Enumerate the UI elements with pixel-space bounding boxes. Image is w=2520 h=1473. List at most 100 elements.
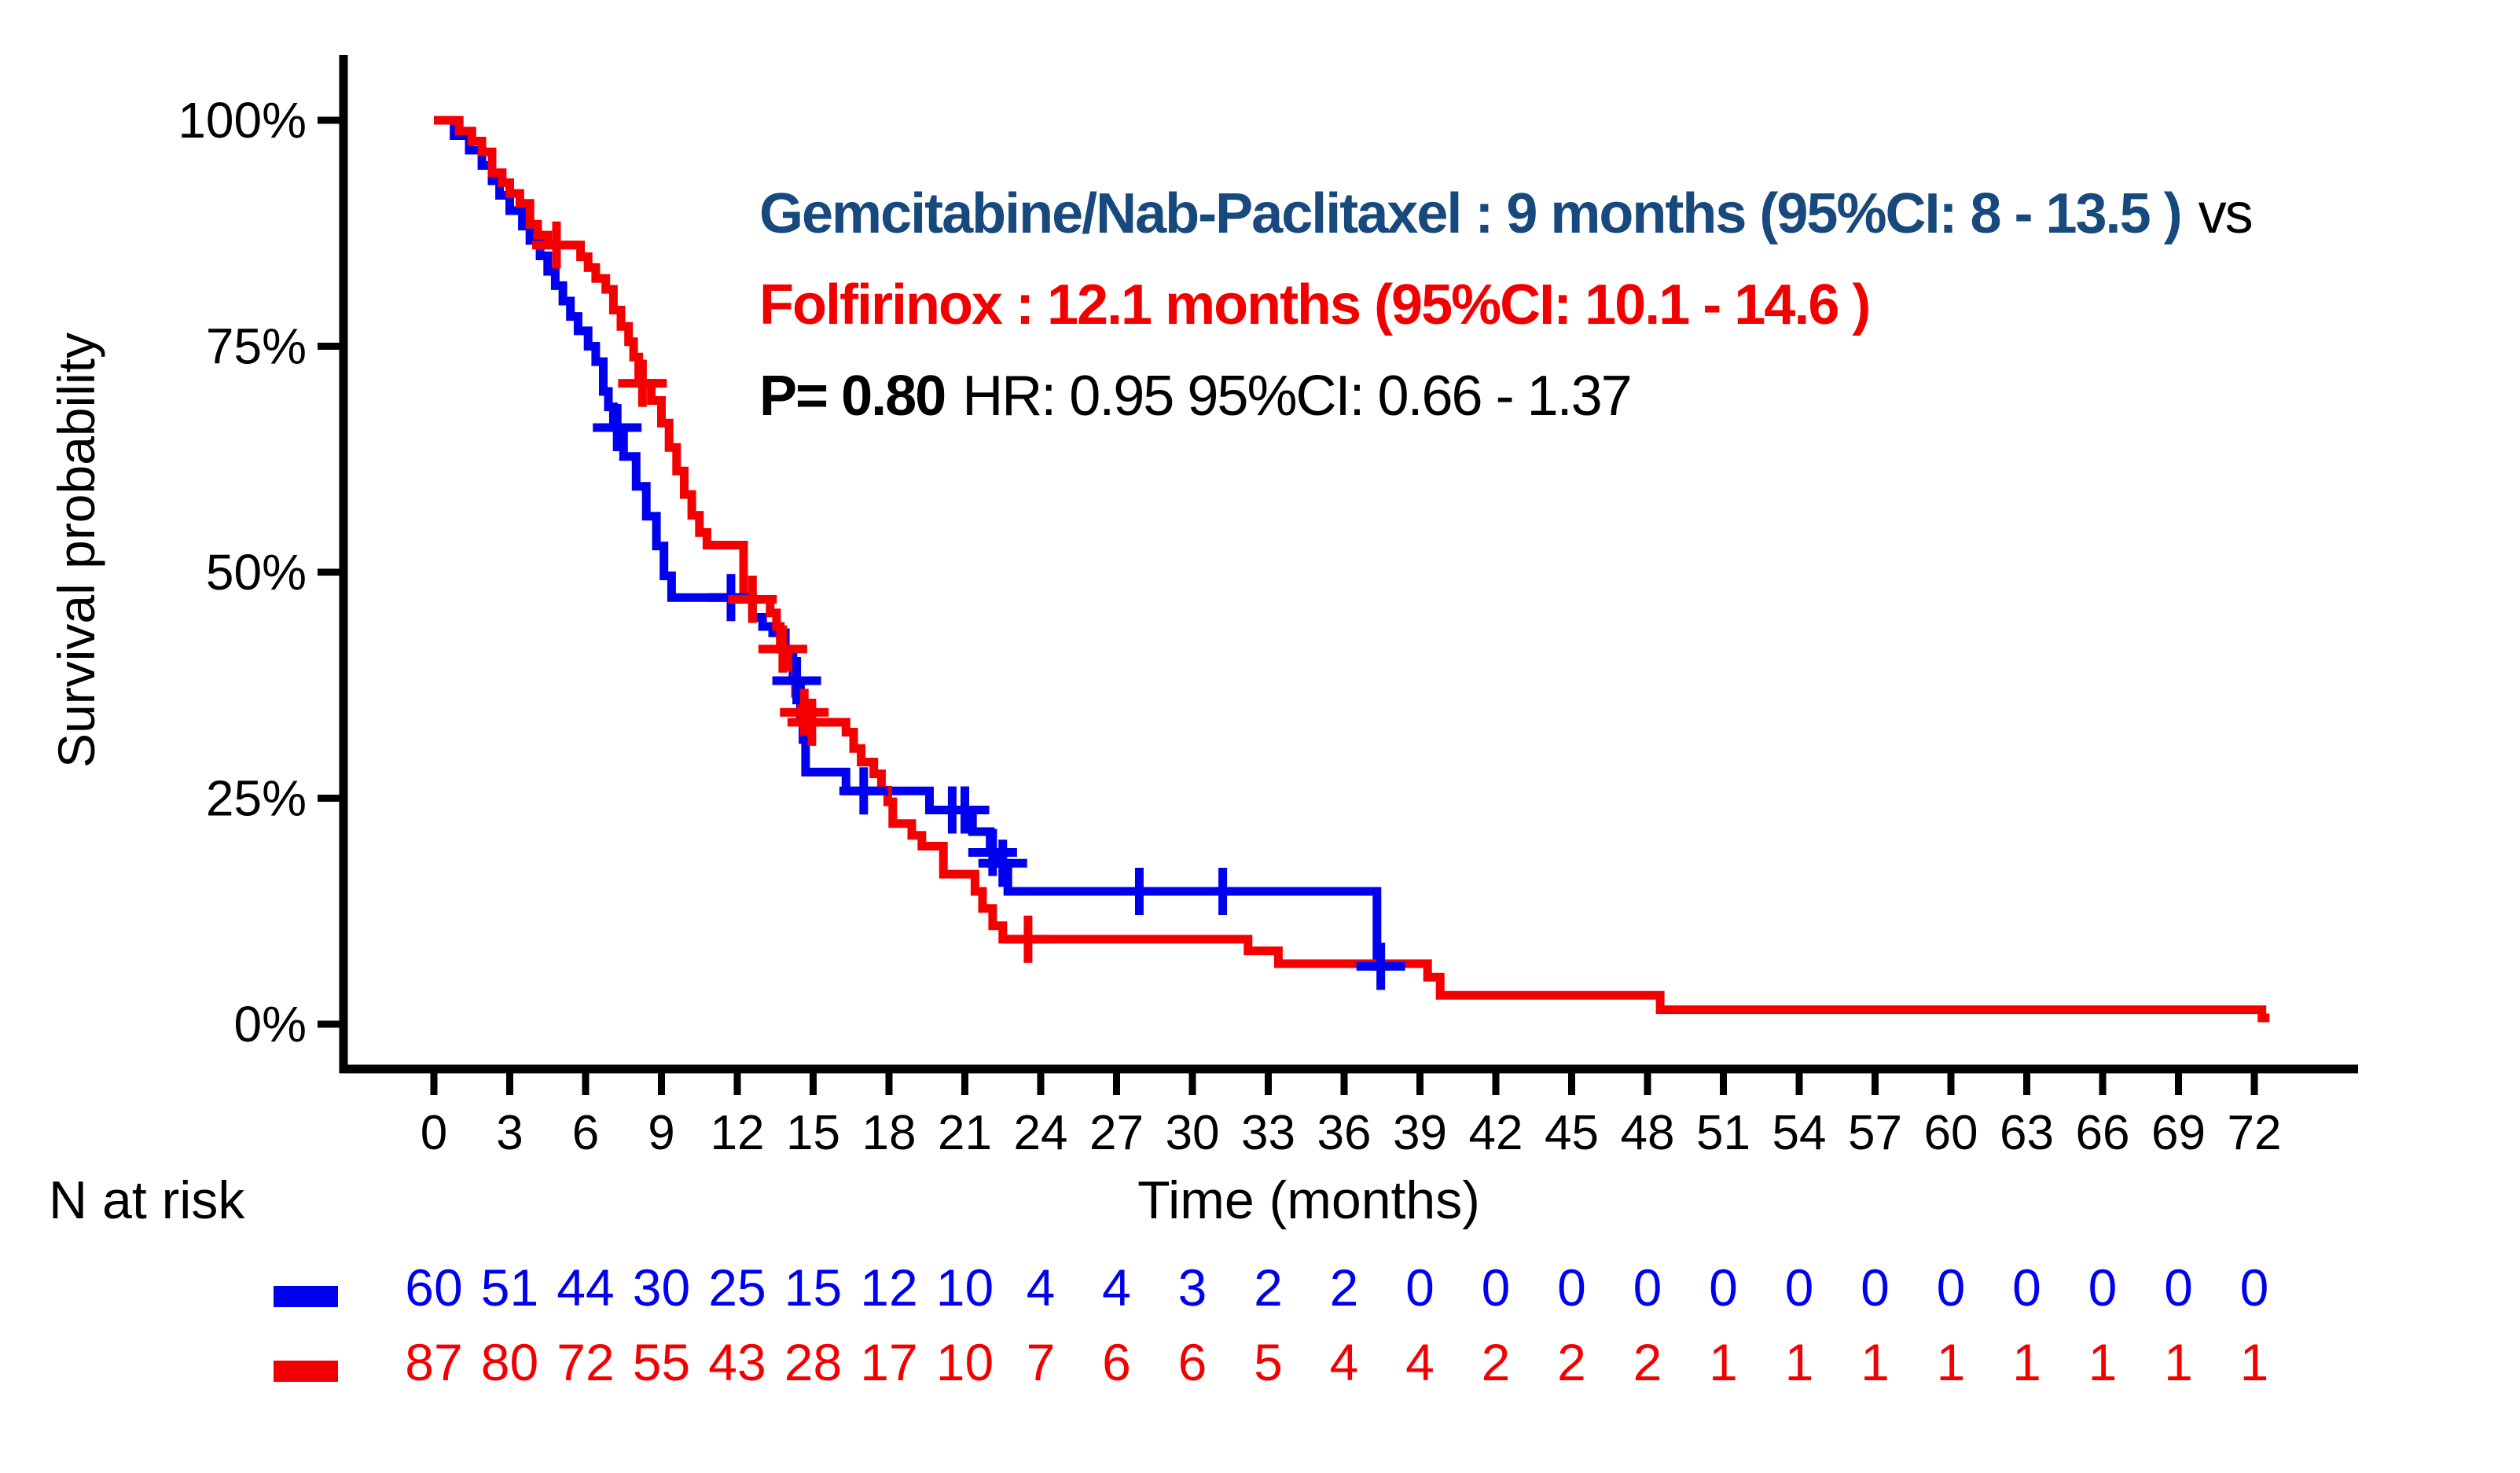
annotation-line1: Gemcitabine/Nab-Paclitaxel : 9 months (9…	[759, 182, 2252, 245]
x-tick-label: 69	[2151, 1106, 2206, 1160]
x-tick-label: 24	[1014, 1106, 1068, 1160]
risk-count-blue: 44	[557, 1258, 614, 1317]
risk-count-red: 1	[1937, 1333, 1966, 1391]
risk-count-blue: 0	[2240, 1258, 2269, 1317]
risk-count-blue: 0	[1709, 1258, 1738, 1317]
survival-curve-red	[434, 116, 2270, 1023]
censor-mark-blue	[772, 657, 821, 704]
x-tick-label: 54	[1772, 1106, 1827, 1160]
x-tick-label: 27	[1089, 1106, 1144, 1160]
censor-mark-red	[780, 689, 829, 736]
risk-count-red: 17	[860, 1333, 917, 1391]
censor-mark-blue	[839, 767, 888, 815]
y-tick-label: 0%	[234, 996, 307, 1052]
censor-mark-blue	[1356, 942, 1405, 990]
censor-mark-blue	[978, 839, 1027, 887]
risk-count-blue: 0	[1405, 1258, 1434, 1317]
annotation-line1-vs: vs	[2199, 182, 2252, 245]
risk-count-blue: 0	[1482, 1258, 1511, 1317]
x-tick-label: 42	[1469, 1106, 1523, 1160]
risk-count-red: 72	[557, 1333, 614, 1391]
censor-mark-blue	[940, 786, 990, 834]
x-tick-label: 57	[1848, 1106, 1902, 1160]
n-at-risk-label: N at risk	[49, 1170, 245, 1230]
x-tick-label: 36	[1317, 1106, 1372, 1160]
annotation-hr: HR: 0.95 95%CI: 0.66 - 1.37	[962, 365, 1631, 428]
survival-curve-blue	[434, 116, 1387, 971]
x-tick-label: 15	[786, 1106, 840, 1160]
risk-count-blue: 2	[1330, 1258, 1359, 1317]
risk-count-blue: 30	[633, 1258, 690, 1317]
risk-count-blue: 0	[1861, 1258, 1890, 1317]
x-tick-label: 18	[862, 1106, 917, 1160]
risk-count-red: 1	[1861, 1333, 1890, 1391]
risk-count-red: 2	[1633, 1333, 1662, 1391]
y-tick-label: 25%	[206, 770, 307, 827]
risk-count-red: 1	[2012, 1333, 2041, 1391]
risk-count-blue: 0	[2088, 1258, 2118, 1317]
risk-count-blue: 4	[1027, 1258, 1056, 1317]
risk-count-blue: 0	[1633, 1258, 1662, 1317]
risk-count-red: 87	[405, 1333, 462, 1391]
x-tick-label: 66	[2076, 1106, 2130, 1160]
risk-count-red: 6	[1178, 1333, 1207, 1391]
x-tick-label: 51	[1696, 1106, 1750, 1160]
risk-count-red: 1	[2164, 1333, 2193, 1391]
annotation-line3: P= 0.80 HR: 0.95 95%CI: 0.66 - 1.37	[759, 365, 1631, 428]
risk-count-blue: 51	[481, 1258, 538, 1317]
risk-count-blue: 12	[860, 1258, 917, 1317]
censor-mark-red	[1003, 915, 1052, 963]
y-axis-title: Survival probability	[47, 332, 105, 768]
risk-count-blue: 25	[708, 1258, 766, 1317]
annotation-p-value: P= 0.80	[759, 365, 945, 428]
risk-count-red: 6	[1102, 1333, 1131, 1391]
censor-mark-blue	[968, 828, 1017, 876]
risk-count-red: 28	[784, 1333, 842, 1391]
risk-count-blue: 3	[1178, 1258, 1207, 1317]
censor-mark-blue	[593, 404, 642, 451]
risk-count-blue: 60	[405, 1258, 462, 1317]
x-tick-label: 45	[1545, 1106, 1599, 1160]
risk-legend-swatch-red	[274, 1361, 338, 1382]
risk-legend-swatch-blue	[274, 1286, 338, 1307]
axis-frame	[339, 55, 2358, 1074]
x-tick-label: 30	[1166, 1106, 1220, 1160]
x-tick-label: 21	[938, 1106, 992, 1160]
x-tick-label: 39	[1393, 1106, 1447, 1160]
censor-mark-red	[532, 221, 582, 269]
risk-count-blue: 10	[936, 1258, 994, 1317]
risk-count-red: 1	[2240, 1333, 2269, 1391]
annotation-line1-main: Gemcitabine/Nab-Paclitaxel : 9 months (9…	[759, 182, 2181, 245]
x-axis-title: Time (months)	[1137, 1170, 1480, 1230]
risk-count-red: 5	[1254, 1333, 1283, 1391]
risk-count-red: 4	[1405, 1333, 1434, 1391]
x-tick-label: 48	[1621, 1106, 1675, 1160]
risk-count-blue: 2	[1254, 1258, 1283, 1317]
x-tick-label: 0	[421, 1106, 447, 1160]
risk-count-red: 43	[708, 1333, 766, 1391]
annotation-line2: Folfirinox : 12.1 months (95%CI: 10.1 - …	[759, 274, 1869, 336]
y-tick-label: 50%	[206, 544, 307, 601]
risk-count-blue: 0	[1937, 1258, 1966, 1317]
censor-mark-blue	[1115, 867, 1164, 915]
x-tick-label: 9	[648, 1106, 674, 1160]
risk-count-blue: 0	[1557, 1258, 1586, 1317]
y-tick-label: 75%	[206, 318, 307, 375]
chart-plot-area: 100%75%50%25%0%0 3 6 9 12 15 18 21 24 27 30 33 36 39 4…	[178, 55, 2358, 1391]
censor-mark-red	[758, 625, 807, 673]
risk-count-red: 55	[633, 1333, 690, 1391]
x-tick-label: 72	[2228, 1106, 2282, 1160]
risk-count-blue: 0	[1785, 1258, 1814, 1317]
censor-mark-red	[787, 698, 836, 746]
risk-count-red: 7	[1027, 1333, 1056, 1391]
x-tick-label: 60	[1924, 1106, 1978, 1160]
risk-count-red: 1	[1785, 1333, 1814, 1391]
risk-count-red: 80	[481, 1333, 538, 1391]
risk-count-blue: 0	[2164, 1258, 2193, 1317]
risk-count-red: 4	[1330, 1333, 1359, 1391]
x-tick-label: 63	[2000, 1106, 2054, 1160]
censor-mark-blue	[1198, 867, 1247, 915]
risk-count-red: 10	[936, 1333, 994, 1391]
risk-count-red: 1	[1709, 1333, 1738, 1391]
